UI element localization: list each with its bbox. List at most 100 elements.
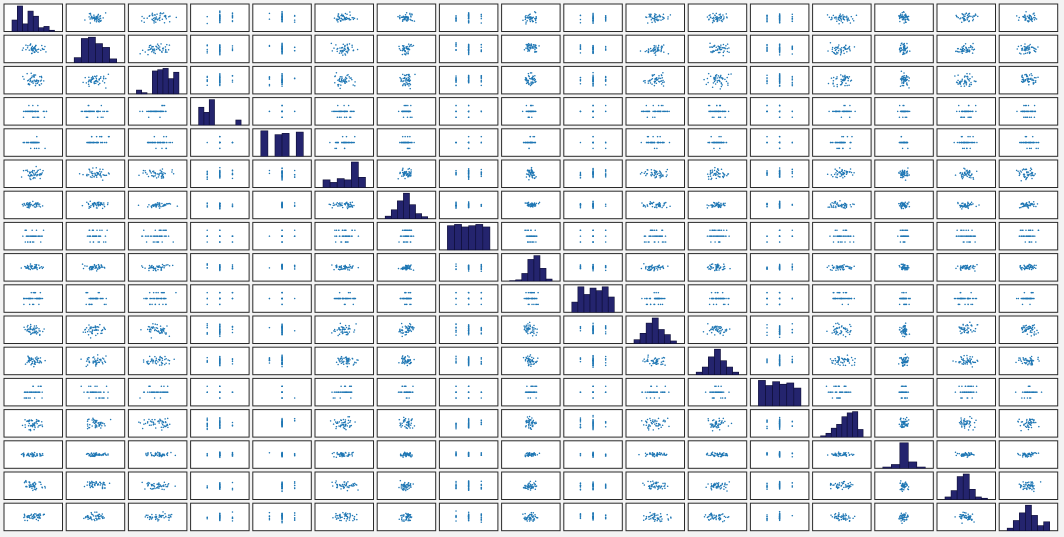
scatter-point (151, 48, 154, 51)
scatter-point (717, 175, 719, 177)
scatter-point (650, 18, 653, 21)
scatter-point (831, 141, 833, 144)
scatter-point (104, 12, 107, 14)
scatter-point (352, 18, 355, 21)
scatter-point (400, 79, 402, 81)
scatter-point (142, 169, 145, 172)
scatter-point (829, 141, 832, 144)
scatter-point (711, 17, 714, 20)
scatter-point (840, 116, 843, 118)
scatter-point (455, 141, 457, 144)
scatter-point (527, 74, 530, 77)
scatter-point (156, 43, 159, 45)
scatter-point (966, 19, 969, 21)
scatter-point (901, 147, 904, 150)
cell-frame (998, 65, 1059, 95)
scatter-point (528, 175, 531, 178)
scatter-point (166, 51, 168, 53)
scatter-point (658, 19, 660, 21)
scatter-point (963, 17, 966, 20)
scatter-point (791, 81, 794, 84)
scatter-point (837, 173, 839, 175)
scatter-point (964, 13, 966, 16)
scatter-point (1026, 49, 1028, 51)
scatter-point (154, 141, 157, 144)
scatter-point (99, 17, 102, 19)
scatter-point (722, 172, 725, 175)
scatter-point (902, 43, 904, 46)
scatter-point (346, 141, 348, 144)
scatter-point (29, 79, 32, 82)
scatter-point (99, 82, 101, 85)
scatter-point (162, 205, 165, 207)
scatter-point (722, 14, 724, 16)
scatter-point (341, 135, 344, 138)
scatter-point (32, 200, 34, 203)
scatter-cell-3-8 (438, 65, 499, 95)
scatter-point (35, 50, 38, 52)
scatter-point (720, 110, 722, 113)
scatter-point (716, 81, 718, 83)
scatter-point (531, 170, 533, 172)
scatter-point (528, 14, 531, 16)
scatter-point (27, 79, 30, 81)
scatter-point (293, 50, 296, 52)
scatter-point (467, 22, 470, 24)
scatter-point (970, 110, 972, 113)
histogram-bar (235, 119, 242, 126)
scatter-cell-2-7 (376, 34, 437, 64)
scatter-point (854, 110, 856, 113)
scatter-point (1032, 78, 1034, 80)
scatter-point (455, 49, 457, 51)
scatter-point (36, 173, 39, 176)
scatter-point (455, 174, 457, 176)
scatter-point (34, 84, 37, 87)
scatter-point (525, 47, 527, 49)
scatter-point (165, 110, 167, 113)
scatter-point (972, 18, 975, 21)
scatter-cell-3-7 (376, 65, 437, 95)
scatter-point (1033, 14, 1036, 17)
scatter-point (532, 104, 534, 107)
scatter-point (708, 104, 711, 107)
scatter-point (1024, 17, 1026, 19)
scatter-point (99, 172, 102, 174)
scatter-point (161, 51, 163, 53)
scatter-point (647, 48, 650, 50)
scatter-point (842, 176, 844, 179)
scatter-point (963, 48, 966, 51)
scatter-point (337, 21, 339, 23)
scatter-cell-5-15 (874, 128, 934, 157)
scatter-point (403, 79, 405, 82)
scatter-point (1034, 173, 1036, 175)
scatter-point (143, 17, 145, 19)
scatter-point (163, 21, 166, 24)
scatter-cell-3-6 (314, 65, 374, 95)
scatter-point (900, 16, 903, 18)
scatter-point (903, 104, 905, 107)
scatter-point (99, 110, 102, 113)
scatter-point (719, 116, 722, 118)
scatter-point (958, 80, 961, 83)
scatter-point (766, 82, 768, 85)
histogram-4 (190, 97, 250, 126)
scatter-point (281, 53, 283, 55)
scatter-point (899, 44, 902, 47)
scatter-point (100, 104, 103, 107)
scatter-point (903, 14, 906, 16)
scatter-point (1031, 74, 1033, 77)
scatter-point (1023, 168, 1025, 171)
scatter-point (716, 77, 718, 79)
scatter-point (152, 110, 155, 113)
scatter-point (403, 174, 406, 176)
scatter-point (712, 19, 715, 21)
scatter-point (151, 51, 153, 53)
scatter-point (728, 47, 730, 49)
scatter-point (718, 47, 721, 49)
scatter-point (707, 81, 709, 84)
scatter-point (455, 169, 457, 172)
scatter-point (639, 50, 642, 52)
scatter-point (88, 207, 90, 209)
scatter-point (529, 20, 532, 23)
